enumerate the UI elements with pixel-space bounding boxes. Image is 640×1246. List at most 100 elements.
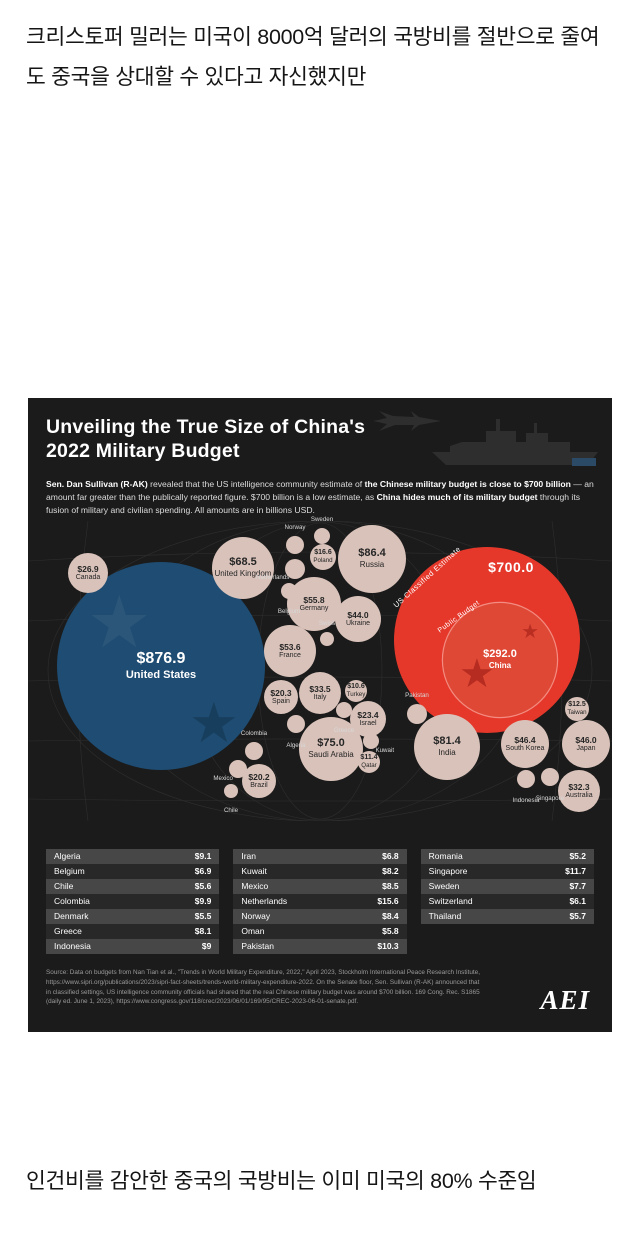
top-caption: 크리스토퍼 밀러는 미국이 8000억 달러의 국방비를 절반으로 줄여도 중국… (26, 25, 600, 89)
table-row: Thailand $5.7 (420, 908, 594, 924)
bubble-germany: $55.8 Germany (287, 576, 341, 631)
table-row: Colombia $9.9 (46, 893, 220, 909)
bubble-poland: $16.6 Poland (310, 543, 336, 570)
infographic-image[interactable]: Unveiling the True Size of China's 2022 … (28, 398, 612, 1032)
bubble-label: $75.0 Saudi Arabia (308, 737, 354, 760)
bubble-label: $23.4 Israel (357, 709, 379, 727)
bubble-label: Colombia (240, 729, 268, 737)
table-row: Chile $5.6 (46, 878, 220, 894)
table-row: Romania $5.2 (420, 848, 594, 864)
source-note: Source: Data on budgets from Nan Tian et… (46, 968, 481, 1006)
table-row: Indonesia $9 (46, 938, 220, 954)
bubble-label: Kuwait (375, 746, 395, 754)
bubble-italy: $33.5 Italy (299, 671, 341, 714)
bubble-label: $86.4 Russia (358, 547, 386, 570)
bottom-caption: 인건비를 감안한 중국의 국방비는 이미 미국의 80% 수준임 (26, 1169, 537, 1193)
bubble-label: $16.6 Poland (313, 548, 333, 565)
bubble-label: $33.5 Italy (309, 683, 331, 701)
bubble-algeria: Algeria (286, 714, 306, 749)
bubble-canada: $26.9 Canada (68, 552, 108, 593)
bubble-indonesia: Indonesia (513, 769, 539, 804)
bubble-mexico: Mexico (213, 759, 247, 782)
table-row: Netherlands $15.6 (233, 893, 407, 909)
budget-table: Iran $6.8 Kuwait $8.2 Mexico $8.5 Netherlands $… (233, 848, 407, 954)
table-row: Iran $6.8 (233, 848, 407, 864)
bubble-label: Sweden (310, 515, 334, 523)
bubble-spain: $20.3 Spain (264, 679, 298, 714)
table-row: Sweden $7.7 (420, 878, 594, 894)
annotation-700-0: $700.0 (488, 558, 534, 575)
bubble-pakistan: Pakistan (405, 692, 429, 724)
bubble-label: Swiss (318, 619, 336, 627)
bubble-turkey: $10.6 Turkey (345, 679, 367, 702)
bubble-label: $32.3 Australia (565, 781, 593, 799)
bubble-label: $20.2 Brazil (248, 771, 270, 789)
table-row: Algeria $9.1 (46, 848, 220, 864)
table-row: Pakistan $10.3 (233, 938, 407, 954)
bubble-label: Mexico (213, 774, 233, 782)
table-row: Switzerland $6.1 (420, 893, 594, 909)
table-row: Mexico $8.5 (233, 878, 407, 894)
bubble-label: $10.6 Turkey (346, 682, 366, 699)
bubble-label: Netherlands (256, 574, 290, 582)
table-row: Belgium $6.9 (46, 863, 220, 879)
bubble-greece: Greece (334, 701, 354, 734)
bubble-colombia: Colombia (241, 730, 267, 760)
bubble-label: $46.0 Japan (575, 734, 597, 752)
warship-icon (430, 414, 602, 473)
bubble-label: Pakistan (405, 691, 429, 699)
bubble-label: $55.8 Germany (299, 594, 329, 612)
aei-logo: AEI (540, 985, 590, 1015)
bubble-netherlands: Netherlands (256, 558, 305, 581)
bubble-swiss: Swiss (319, 620, 335, 646)
infographic-title: Unveiling the True Size of China's 2022 … (46, 416, 366, 462)
small-budgets-tables: Algeria $9.1 Belgium $6.9 Chile $5.6 Colombia $… (28, 848, 612, 954)
intro-paragraph: Sen. Dan Sullivan (R-AK) revealed that t… (46, 479, 594, 515)
bubble-sweden: Sweden (311, 516, 333, 544)
bubble-label: Algeria (286, 741, 306, 749)
bubble-belgium: Belgium (278, 582, 300, 615)
budget-table: Romania $5.2 Singapore $11.7 Sweden $7.7 Switz… (420, 848, 594, 954)
bubble-label: Chile (223, 806, 239, 814)
infographic-header: Unveiling the True Size of China's 2022 … (28, 398, 612, 468)
table-row: Singapore $11.7 (420, 863, 594, 879)
bubble-norway: Norway (285, 524, 305, 554)
fighter-jet-icon (373, 410, 443, 441)
bubble-label: $81.4 India (433, 735, 461, 758)
bubble-label: $12.5 Taiwan (567, 700, 587, 717)
table-row: Oman $5.8 (233, 923, 407, 939)
bubble-taiwan: $12.5 Taiwan (565, 696, 589, 721)
bubble-label: $68.5 United Kingdom (214, 556, 272, 579)
bubble-singapore: Singapore (536, 767, 564, 802)
bubble-brazil: $20.2 Brazil (242, 763, 276, 798)
budget-table: Algeria $9.1 Belgium $6.9 Chile $5.6 Colombia $… (46, 848, 220, 954)
table-row: Norway $8.4 (233, 908, 407, 924)
bubble-label: $11.4 Qatar (360, 753, 378, 770)
bubble-label: $20.3 Spain (270, 687, 292, 705)
table-row: Kuwait $8.2 (233, 863, 407, 879)
bubble-qatar: $11.4 Qatar (358, 750, 380, 773)
bubble-france: $53.6 France (264, 624, 316, 677)
bubble-australia: $32.3 Australia (558, 769, 600, 812)
bubble-label: $46.4 South Korea (505, 734, 545, 752)
bubble-japan: $46.0 Japan (562, 719, 610, 768)
bubble-label: Singapore (535, 794, 565, 802)
bubble-chile: Chile (224, 783, 238, 814)
bubble-india: $81.4 India (414, 713, 480, 780)
bubble-united-kingdom: $68.5 United Kingdom (212, 536, 274, 599)
bubble-label: Norway (284, 523, 306, 531)
bubble-label: $26.9 Canada (75, 563, 101, 581)
bubble-label: $53.6 France (279, 641, 301, 659)
table-row: Denmark $5.5 (46, 908, 220, 924)
bubble-ukraine: $44.0 Ukraine (335, 595, 381, 642)
bubble-south-korea: $46.4 South Korea (501, 719, 549, 768)
bubble-label: Greece (333, 726, 355, 734)
bubble-kuwait: Kuwait (363, 732, 394, 754)
bubble-label: Belgium (277, 607, 301, 615)
